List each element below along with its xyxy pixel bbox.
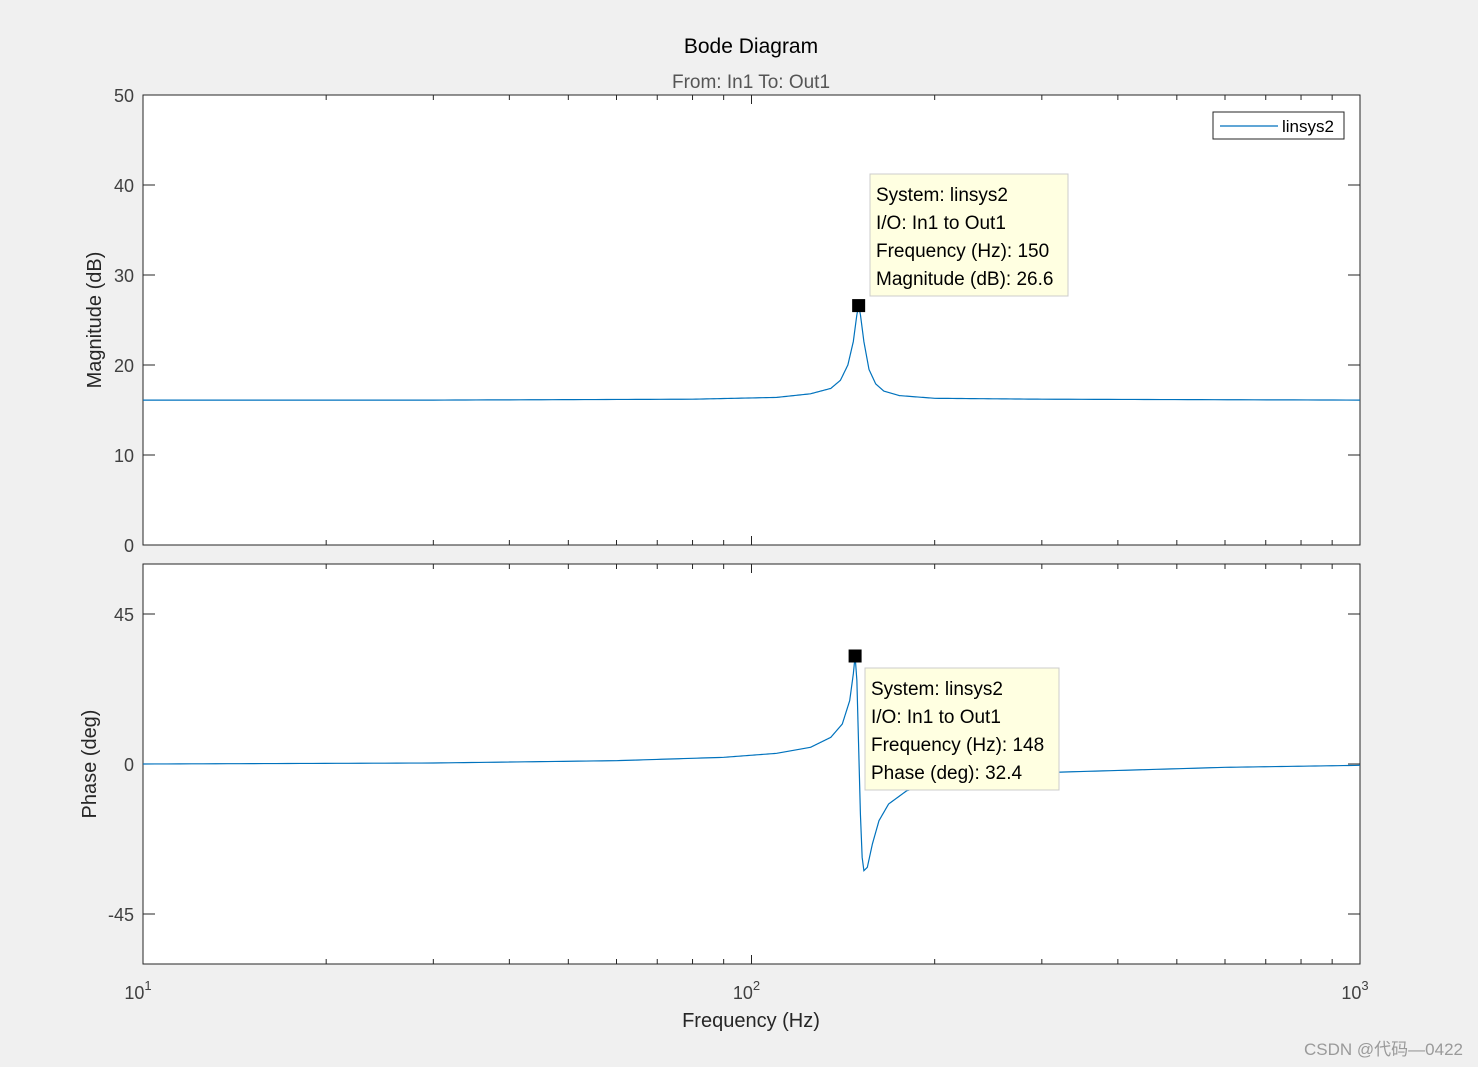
legend[interactable]: linsys2 bbox=[1212, 111, 1345, 140]
phase-y-tick-label: -45 bbox=[108, 905, 134, 925]
magnitude-ticks: 0 10 20 30 40 50 bbox=[114, 86, 1361, 556]
phase-ylabel: Phase (deg) bbox=[79, 710, 101, 819]
magnitude-ylabel: Magnitude (dB) bbox=[84, 252, 106, 389]
magnitude-y-tick-label: 10 bbox=[114, 446, 134, 466]
legend-entry-linsys2: linsys2 bbox=[1282, 117, 1334, 136]
x-axis-label: Frequency (Hz) bbox=[682, 1010, 820, 1032]
x-tick-labels: 101 102 103 bbox=[124, 978, 1368, 1003]
x-tick-label: 101 bbox=[124, 978, 151, 1003]
magnitude-y-tick-label: 50 bbox=[114, 86, 134, 106]
phase-datatip-line-3: Frequency (Hz): 148 bbox=[871, 735, 1044, 756]
magnitude-y-tick-label: 30 bbox=[114, 266, 134, 286]
magnitude-panel: 0 10 20 30 40 50 Magnitude (dB) System: linsy… bbox=[84, 86, 1361, 556]
x-tick-label: 103 bbox=[1341, 978, 1368, 1003]
phase-datatip-line-1: System: linsys2 bbox=[871, 679, 1003, 700]
chart-title: Bode Diagram bbox=[684, 35, 818, 58]
phase-datatip-marker[interactable] bbox=[848, 649, 862, 663]
magnitude-y-tick-label: 20 bbox=[114, 356, 134, 376]
phase-datatip-line-4: Phase (deg): 32.4 bbox=[871, 763, 1022, 784]
magnitude-datatip-line-2: I/O: In1 to Out1 bbox=[876, 213, 1006, 234]
chart-subtitle: From: In1 To: Out1 bbox=[672, 72, 830, 93]
magnitude-y-tick-label: 0 bbox=[124, 536, 134, 556]
magnitude-datatip-line-1: System: linsys2 bbox=[876, 185, 1008, 206]
phase-datatip-line-2: I/O: In1 to Out1 bbox=[871, 707, 1001, 728]
phase-panel: -45 0 45 Phase (deg) System: linsys2 I/O: … bbox=[79, 563, 1361, 965]
magnitude-datatip-box bbox=[869, 173, 1069, 297]
magnitude-datatip-line-3: Frequency (Hz): 150 bbox=[876, 241, 1049, 262]
phase-series-line bbox=[142, 655, 1361, 872]
magnitude-datatip-marker[interactable] bbox=[852, 299, 866, 313]
phase-ticks: -45 0 45 bbox=[108, 564, 1361, 964]
phase-y-tick-label: 45 bbox=[114, 605, 134, 625]
magnitude-datatip[interactable]: System: linsys2 I/O: In1 to Out1 Frequen… bbox=[869, 173, 1069, 297]
magnitude-axes-background bbox=[142, 94, 1361, 546]
phase-y-tick-label: 0 bbox=[124, 755, 134, 775]
phase-axes-background bbox=[142, 563, 1361, 965]
x-tick-label: 102 bbox=[733, 978, 760, 1003]
magnitude-y-tick-label: 40 bbox=[114, 176, 134, 196]
phase-datatip-box bbox=[864, 667, 1060, 791]
watermark: CSDN @代码—0422 bbox=[1304, 1040, 1463, 1059]
magnitude-datatip-line-4: Magnitude (dB): 26.6 bbox=[876, 269, 1053, 290]
phase-datatip[interactable]: System: linsys2 I/O: In1 to Out1 Frequen… bbox=[864, 667, 1060, 791]
